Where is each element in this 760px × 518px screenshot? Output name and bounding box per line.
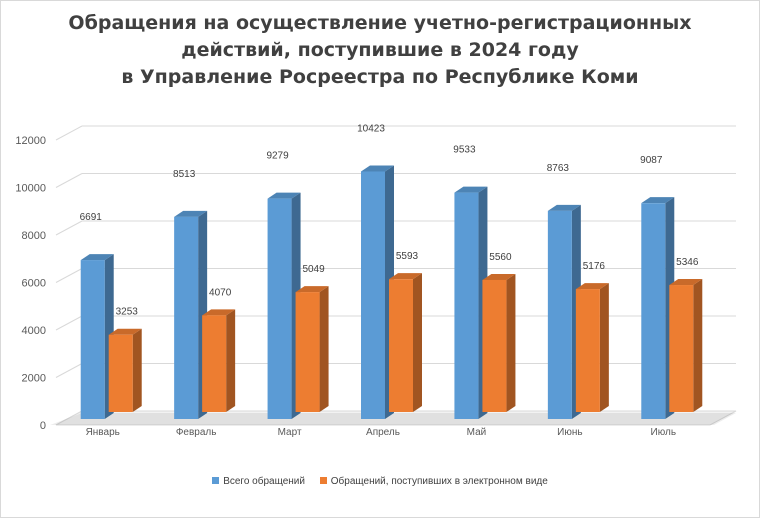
data-label-s0-c5: 8763 [547,163,570,174]
data-label-s0-c3: 10423 [357,123,385,134]
bar-side-s1-c5 [599,283,609,412]
bar-s0-c0 [80,260,105,419]
bar-top-s1-c5 [575,283,609,290]
bar-s0-c3 [361,171,385,419]
data-label-s1-c0: 3253 [116,307,139,318]
bar-top-s0-c0 [80,254,114,261]
bar-top-s0-c2 [267,192,301,199]
gridline-depth-2 [55,315,83,331]
gridline-depth-3 [55,268,83,283]
bar-s0-c1 [174,216,199,419]
bar-s1-c2 [295,292,320,412]
y-tick-label-0: 0 [40,420,46,432]
legend-item-electronic: Обращений, поступивших в электронном вид… [319,476,548,487]
bar-s1-c5 [575,289,600,412]
data-label-s1-c5: 5176 [583,261,606,272]
bar-s0-c6 [641,203,666,419]
y-tick-label-6: 12000 [15,135,46,147]
bar-top-s1-c3 [389,273,422,280]
bar-top-s0-c5 [547,204,581,211]
chart-title-line-1: Обращения на осуществление учетно-регист… [68,12,692,34]
bar-s1-c1 [202,315,227,412]
gridline-depth-1 [55,363,83,378]
bar-side-s1-c6 [693,279,703,412]
bar-top-s0-c3 [361,165,394,172]
data-label-s1-c3: 5593 [396,251,419,262]
bar-top-s1-c4 [482,273,516,280]
data-label-s0-c0: 6691 [80,212,103,223]
data-label-s0-c6: 9087 [640,155,663,166]
bar-top-s0-c4 [454,186,488,193]
bar-side-s1-c2 [319,286,329,412]
legend-item-total: Всего обращений [212,476,305,487]
x-tick-label-2: Март [278,427,302,438]
chart-title-line-2: действий, поступившие в 2024 году [181,39,579,61]
data-label-s1-c2: 5049 [302,264,325,275]
bar-s1-c0 [108,334,133,412]
bar-side-s1-c1 [226,309,236,412]
data-label-s1-c4: 5560 [489,252,512,263]
x-tick-label-1: Февраль [176,427,217,438]
data-label-s0-c4: 9533 [453,145,476,156]
bar-side-s1-c0 [132,328,142,412]
chart-floor-shadow [50,413,736,425]
bar-top-s1-c0 [108,328,142,335]
data-label-s0-c2: 9279 [266,151,289,162]
bar-s1-c6 [669,285,694,412]
bar-s0-c4 [454,192,479,419]
legend-label-total: Всего обращений [223,476,305,487]
x-tick-label-5: Июнь [557,427,582,438]
bar-side-s1-c4 [506,273,516,412]
gridline-depth-6 [55,125,83,141]
bar-s1-c3 [389,279,413,412]
x-tick-label-4: Май [467,427,487,438]
x-tick-label-3: Апрель [366,427,400,438]
x-tick-label-6: Июль [651,427,677,438]
bar-s1-c4 [482,279,507,412]
bar-top-s0-c6 [641,197,675,204]
x-tick-label-0: Январь [86,427,120,438]
y-tick-label-3: 6000 [22,278,46,290]
chart-title-line-3: в Управление Росреестра по Республике Ко… [121,66,639,88]
legend-swatch-total [212,477,220,484]
bar-top-s1-c1 [202,309,236,316]
gridline-depth-5 [55,173,83,188]
y-tick-label-4: 8000 [22,230,46,242]
legend-swatch-electronic [319,477,327,484]
y-tick-label-5: 10000 [15,183,46,195]
y-tick-label-2: 4000 [22,325,46,337]
y-tick-label-1: 2000 [22,373,46,385]
bar-top-s1-c2 [295,286,329,293]
bar-top-s0-c1 [174,210,208,217]
bar-s0-c5 [547,210,572,419]
data-label-s0-c1: 8513 [173,169,196,180]
bar-s0-c2 [267,198,292,419]
chart-title: Обращения на осуществление учетно-регист… [0,10,760,91]
bar-side-s1-c3 [413,273,422,412]
gridline-depth-4 [55,220,83,236]
data-label-s1-c1: 4070 [209,287,232,298]
legend-label-electronic: Обращений, поступивших в электронном вид… [330,476,548,487]
chart-legend: Всего обращений Обращений, поступивших в… [0,476,760,487]
bar-top-s1-c6 [669,279,703,286]
data-label-s1-c6: 5346 [676,257,699,268]
